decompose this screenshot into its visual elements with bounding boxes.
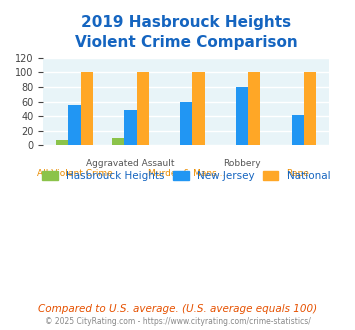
Text: Aggravated Assault: Aggravated Assault [86,159,175,168]
Bar [192,73,204,145]
Text: Rape: Rape [286,169,309,178]
Text: Robbery: Robbery [223,159,261,168]
Bar [304,73,316,145]
Text: All Violent Crime: All Violent Crime [37,169,113,178]
Bar [81,73,93,145]
Bar [124,110,137,145]
Bar [248,73,261,145]
Bar [137,73,149,145]
Bar [292,115,304,145]
Legend: Hasbrouck Heights, New Jersey, National: Hasbrouck Heights, New Jersey, National [38,167,334,185]
Bar [56,140,69,145]
Bar [69,105,81,145]
Bar [180,102,192,145]
Title: 2019 Hasbrouck Heights
Violent Crime Comparison: 2019 Hasbrouck Heights Violent Crime Com… [75,15,297,50]
Bar [236,87,248,145]
Text: © 2025 CityRating.com - https://www.cityrating.com/crime-statistics/: © 2025 CityRating.com - https://www.city… [45,317,310,326]
Text: Compared to U.S. average. (U.S. average equals 100): Compared to U.S. average. (U.S. average … [38,304,317,314]
Text: Murder & Mans...: Murder & Mans... [148,169,225,178]
Bar [112,138,124,145]
